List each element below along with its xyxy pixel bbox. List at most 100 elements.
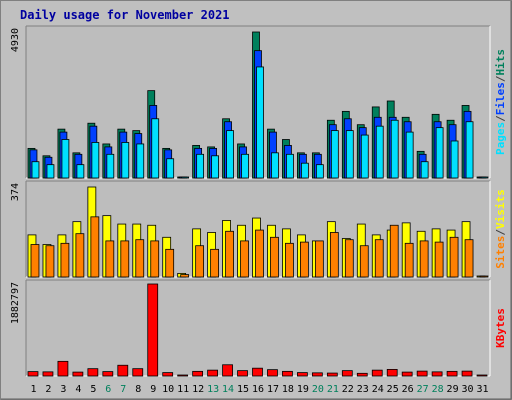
- bar-pages-9: [151, 118, 160, 179]
- bar-pages-7: [121, 142, 130, 179]
- bar-sites-28: [434, 241, 444, 278]
- legend-hits-files-pages: Pages/Files/Hits: [494, 49, 507, 155]
- x-tick-label-12: 12: [192, 384, 204, 395]
- bar-kbytes-25: [386, 369, 398, 377]
- x-tick-label-11: 11: [177, 384, 189, 395]
- bar-sites-17: [270, 236, 279, 278]
- bar-pages-27: [420, 161, 429, 179]
- bar-kbytes-17: [267, 369, 278, 377]
- bar-kbytes-13: [207, 369, 218, 377]
- legend-visits-sites: Sites/Visits: [494, 189, 507, 269]
- bar-pages-12: [196, 153, 205, 179]
- bar-sites-26: [404, 242, 414, 278]
- x-tick-label-17: 17: [267, 384, 279, 395]
- x-tick-label-3: 3: [60, 384, 66, 395]
- bar-pages-18: [286, 153, 294, 179]
- bar-pages-11: [181, 176, 190, 179]
- bar-pages-15: [241, 153, 249, 179]
- panel-max-label-kbytes: 1882797: [10, 282, 21, 324]
- bar-pages-13: [211, 155, 219, 179]
- x-tick-label-8: 8: [135, 384, 141, 395]
- bar-pages-25: [390, 119, 399, 179]
- x-tick-label-14: 14: [222, 384, 234, 395]
- bar-sites-9: [150, 240, 160, 278]
- x-tick-label-7: 7: [120, 384, 126, 395]
- bar-sites-25: [389, 224, 399, 278]
- bar-pages-8: [136, 143, 145, 179]
- bar-kbytes-8: [132, 368, 144, 377]
- x-tick-label-15: 15: [237, 384, 249, 395]
- x-tick-label-1: 1: [30, 384, 36, 395]
- x-tick-label-31: 31: [476, 384, 488, 395]
- bar-sites-18: [285, 242, 294, 278]
- x-tick-label-25: 25: [387, 384, 399, 395]
- bar-pages-20: [315, 164, 324, 179]
- bar-pages-2: [46, 164, 55, 179]
- bar-kbytes-2: [42, 371, 54, 377]
- bar-pages-17: [271, 152, 279, 179]
- legend-visits: Visits: [494, 189, 507, 229]
- bar-sites-6: [105, 240, 115, 278]
- x-tick-label-6: 6: [105, 384, 111, 395]
- kbytes-panel: [25, 279, 491, 377]
- x-axis-labels: 1 2 3 4 5 6 7 8 9 10 11 12 13 14 15 16 17 18 19 20 21 22 23 24 2…: [30, 384, 488, 395]
- bar-kbytes-19: [297, 372, 308, 377]
- bar-kbytes-10: [162, 372, 174, 377]
- bar-sites-7: [120, 240, 130, 278]
- bar-kbytes-12: [192, 370, 204, 377]
- x-tick-label-20: 20: [312, 384, 324, 395]
- bar-kbytes-5: [87, 368, 99, 377]
- x-tick-label-22: 22: [342, 384, 354, 395]
- bar-kbytes-16: [252, 367, 263, 377]
- legend-sites: Sites: [494, 236, 507, 269]
- bar-sites-5: [90, 216, 100, 278]
- bar-sites-8: [135, 239, 145, 278]
- x-tick-label-26: 26: [402, 384, 414, 395]
- bar-sites-11: [180, 274, 190, 278]
- x-tick-label-28: 28: [432, 384, 444, 395]
- bar-pages-6: [106, 153, 115, 179]
- x-tick-label-18: 18: [282, 384, 294, 395]
- x-tick-label-24: 24: [372, 384, 384, 395]
- bar-kbytes-22: [341, 370, 353, 377]
- bar-sites-27: [419, 240, 429, 278]
- bar-sites-24: [374, 239, 384, 278]
- legend-hits: Hits: [494, 49, 507, 76]
- bar-kbytes-15: [237, 370, 248, 377]
- chart-title: Daily usage for November 2021: [20, 8, 230, 22]
- bar-sites-13: [210, 248, 219, 278]
- legend-kbytes: KBytes: [494, 308, 507, 348]
- bar-kbytes-9: [147, 283, 159, 377]
- bar-sites-30: [464, 239, 474, 278]
- x-tick-label-19: 19: [297, 384, 309, 395]
- bar-kbytes-26: [401, 371, 413, 377]
- bar-sites-22: [344, 239, 354, 278]
- bar-sites-1: [30, 244, 40, 278]
- x-tick-label-9: 9: [150, 384, 156, 395]
- bar-sites-16: [255, 229, 264, 278]
- bar-pages-21: [330, 130, 339, 179]
- bar-kbytes-6: [102, 371, 114, 377]
- bar-kbytes-29: [446, 370, 458, 377]
- panel-max-label-hits: 4930: [10, 28, 21, 52]
- bar-pages-28: [435, 127, 444, 179]
- x-tick-label-5: 5: [90, 384, 96, 395]
- bar-kbytes-20: [311, 372, 323, 377]
- x-tick-label-13: 13: [207, 384, 219, 395]
- bar-kbytes-27: [416, 370, 428, 377]
- bar-pages-24: [375, 125, 384, 179]
- bar-sites-29: [449, 236, 459, 278]
- chart-bars: [27, 31, 489, 377]
- bar-pages-14: [226, 130, 234, 179]
- bar-sites-31: [479, 275, 489, 278]
- bar-pages-19: [301, 162, 309, 179]
- bar-kbytes-23: [356, 372, 368, 377]
- bar-sites-3: [60, 242, 70, 278]
- x-tick-label-23: 23: [357, 384, 369, 395]
- bar-kbytes-7: [117, 364, 129, 377]
- bar-sites-20: [314, 240, 324, 278]
- x-tick-label-16: 16: [252, 384, 264, 395]
- bar-kbytes-21: [326, 372, 338, 377]
- bar-pages-10: [166, 158, 175, 179]
